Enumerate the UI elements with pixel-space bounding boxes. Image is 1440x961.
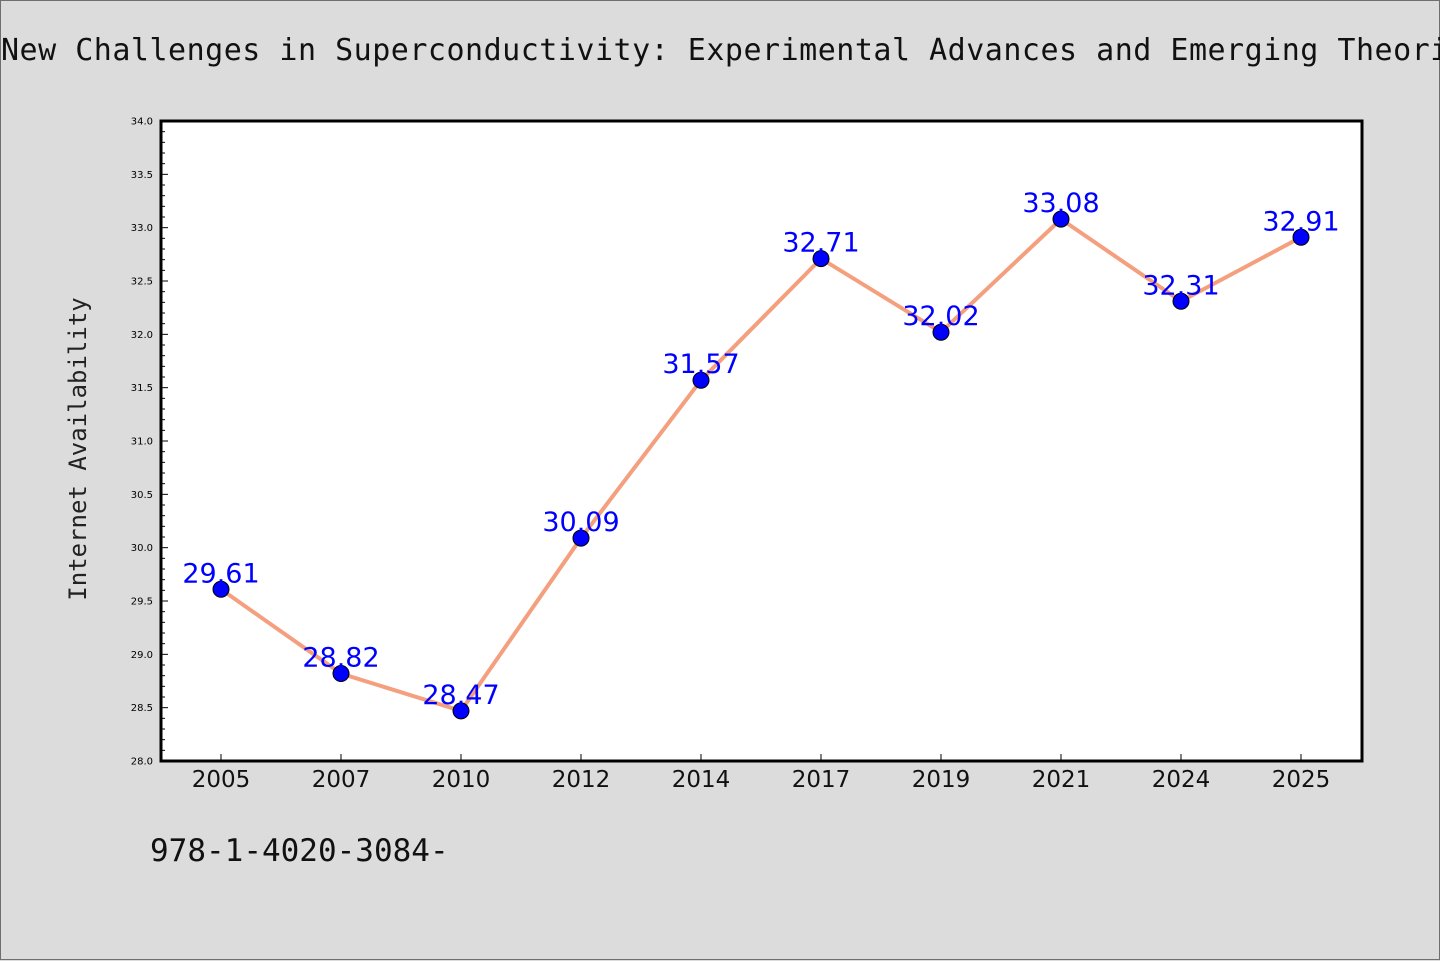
data-label: 32.02	[902, 301, 979, 332]
x-tick-label: 2007	[312, 767, 371, 793]
data-label: 29.61	[182, 558, 259, 589]
plot-frame	[159, 119, 1364, 763]
x-tick-label: 2024	[1152, 767, 1211, 793]
y-axis: 28.0 28.5 29.0 29.5 30.0 30.5 31.0 31.5 32.0 32.5…	[131, 117, 168, 768]
data-labels: 29.61 28.82 28.47 30.09 31.57 32.71 32.02 33.08…	[182, 188, 1339, 711]
y-tick-label: 30.0	[131, 543, 153, 554]
x-tick-label: 2021	[1032, 767, 1091, 793]
data-label: 32.91	[1262, 206, 1339, 237]
data-point	[332, 665, 350, 683]
y-tick-label: 29.5	[131, 597, 153, 608]
y-tick-label: 34.0	[131, 117, 153, 128]
data-label: 31.57	[662, 349, 739, 380]
y-tick-label: 28.5	[131, 703, 153, 714]
series-line	[219, 217, 1302, 713]
data-points	[212, 210, 1310, 720]
y-axis-label: Internet Availability	[64, 297, 92, 600]
data-point	[692, 371, 710, 389]
x-axis: 2005 2007 2010 2012 2014 2017 2019 2021 2024 2025	[192, 754, 1331, 793]
y-tick-label: 28.0	[131, 757, 153, 768]
data-label: 30.09	[542, 507, 619, 538]
data-point	[452, 702, 470, 720]
data-label: 28.82	[302, 643, 379, 674]
y-tick-label: 33.5	[131, 170, 153, 181]
data-point	[932, 323, 950, 341]
x-tick-label: 2017	[792, 767, 851, 793]
data-label: 32.31	[1142, 270, 1219, 301]
x-tick-label: 2012	[552, 767, 611, 793]
y-tick-label: 32.0	[131, 330, 153, 341]
data-point	[212, 580, 230, 598]
y-tick-label: 32.5	[131, 277, 153, 288]
data-point	[572, 529, 590, 547]
data-label: 33.08	[1022, 188, 1099, 219]
x-tick-label: 2010	[432, 767, 491, 793]
plot-area	[161, 121, 1362, 761]
x-tick-label: 2014	[672, 767, 731, 793]
y-tick-label: 33.0	[131, 223, 153, 234]
y-tick-label: 29.0	[131, 650, 153, 661]
data-point	[1292, 228, 1310, 246]
x-tick-label: 2005	[192, 767, 251, 793]
y-tick-label: 31.0	[131, 437, 153, 448]
data-point	[1172, 292, 1190, 310]
data-label: 28.47	[422, 680, 499, 711]
y-tick-label: 31.5	[131, 383, 153, 394]
footnote-text: 978-1-4020-3084-	[150, 833, 449, 869]
x-tick-label: 2019	[912, 767, 971, 793]
data-point	[1052, 210, 1070, 228]
data-label: 32.71	[782, 228, 859, 259]
chart-title: New Challenges in Superconductivity: Exp…	[1, 33, 1440, 68]
y-tick-label: 30.5	[131, 490, 153, 501]
x-tick-label: 2025	[1272, 767, 1331, 793]
data-point	[812, 250, 830, 268]
